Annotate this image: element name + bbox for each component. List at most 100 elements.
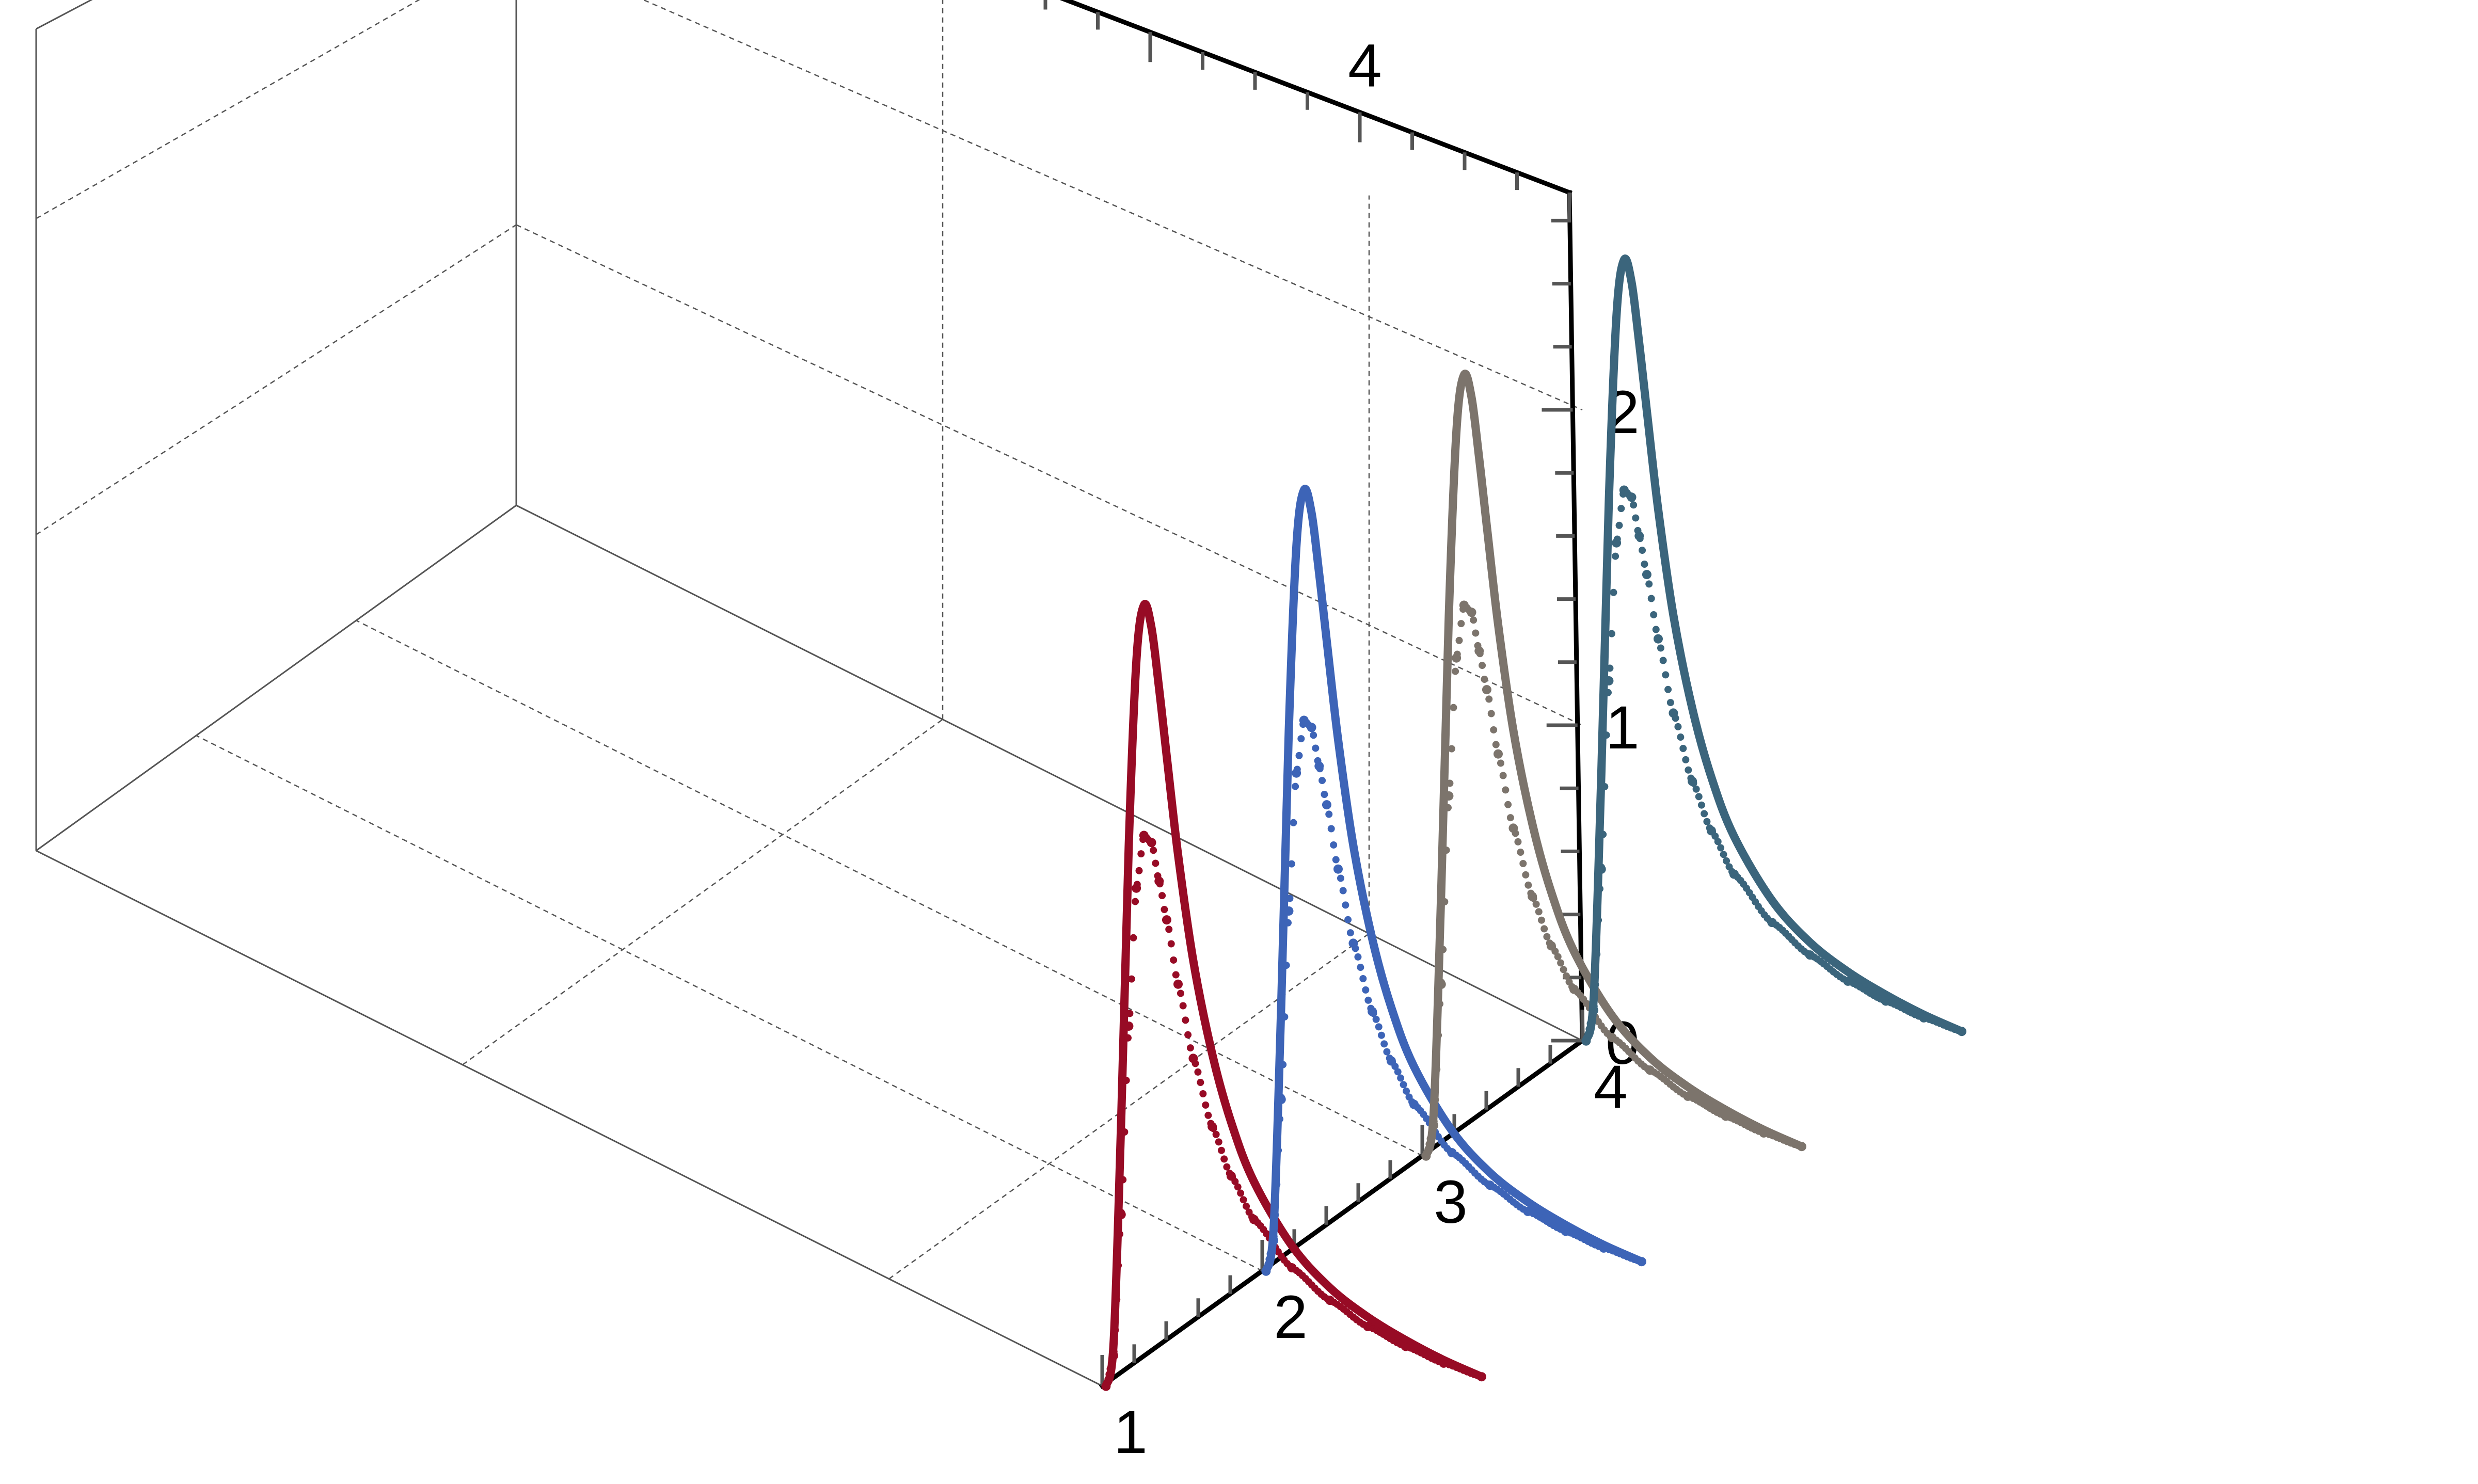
series-2 — [1261, 485, 1646, 1276]
series-dot-1 — [1119, 1176, 1127, 1184]
series-curve-3 — [1422, 370, 1806, 1160]
series-dot-4 — [1639, 547, 1646, 554]
floor-grid-depth-2 — [196, 735, 1263, 1272]
series-dot-4 — [1690, 779, 1697, 787]
series-dot-4 — [1601, 783, 1609, 791]
series-dot-1 — [1122, 1077, 1130, 1084]
series-point-3 — [1444, 791, 1454, 801]
back-wall-grid-z-2 — [642, 0, 1583, 411]
series-dot-4 — [1610, 588, 1617, 596]
series-dot-4 — [1650, 611, 1658, 618]
series-dot-3 — [1476, 650, 1484, 658]
series-dot-4 — [1592, 981, 1599, 988]
series-dot-3 — [1452, 667, 1459, 675]
series-dot-4 — [1630, 501, 1638, 509]
series-curve-4 — [1582, 254, 1966, 1045]
series-dot-4 — [1615, 521, 1623, 529]
series-dot-3 — [1444, 804, 1452, 811]
series-dot-4 — [1695, 793, 1703, 801]
series-dot-2 — [1400, 1081, 1407, 1089]
series-dot-3 — [1535, 908, 1543, 916]
series-dot-4 — [1703, 818, 1711, 825]
series-dot-1 — [1148, 838, 1155, 846]
series-dot-1 — [1118, 1209, 1125, 1217]
series-dot-4 — [1612, 552, 1619, 560]
depth-tick-label: 4 — [1594, 1053, 1628, 1121]
series-dot-1 — [1130, 934, 1137, 942]
series-dot-2 — [1314, 757, 1322, 764]
floor-grid-depth-3 — [356, 619, 1423, 1157]
series-dot-2 — [1332, 856, 1340, 864]
series-dot-2 — [1310, 731, 1317, 739]
series-dot-3 — [1432, 1096, 1439, 1104]
series-dot-4 — [1598, 864, 1606, 871]
series-dot-3 — [1537, 916, 1545, 924]
series-dot-3 — [1522, 871, 1530, 879]
series-dot-2 — [1344, 916, 1352, 923]
series-dot-4 — [1628, 493, 1635, 501]
series-dot-3 — [1509, 823, 1517, 831]
frame-bottom-left — [36, 850, 1103, 1387]
left-wall-grid-z-1 — [36, 224, 517, 535]
series-dot-2 — [1323, 801, 1330, 808]
series-dot-2 — [1290, 819, 1297, 826]
series-point-2 — [1284, 906, 1294, 916]
series-dot-4 — [1655, 635, 1662, 643]
series-dot-2 — [1265, 1255, 1273, 1263]
vertical-tick-label: 1 — [1606, 694, 1640, 762]
series-dot-3 — [1483, 685, 1490, 693]
series-dot-3 — [1506, 814, 1514, 822]
series-point-4 — [1604, 676, 1614, 685]
series-dot-4 — [1666, 699, 1674, 707]
series-dot-3 — [1470, 616, 1478, 624]
series-dot-3 — [1490, 726, 1498, 733]
series-dot-1 — [1174, 981, 1182, 988]
series-dot-4 — [1585, 1025, 1593, 1033]
series-4 — [1581, 254, 1966, 1046]
series-dot-3 — [1436, 1000, 1444, 1008]
series-dot-3 — [1532, 900, 1540, 908]
series-dot-4 — [1685, 766, 1692, 774]
box-frame — [35, 0, 1583, 1387]
series-dot-2 — [1354, 953, 1362, 961]
series-dot-2 — [1380, 1040, 1388, 1048]
series-dot-1 — [1111, 1326, 1119, 1334]
series-dot-3 — [1448, 745, 1455, 753]
series-dot-3 — [1435, 1031, 1442, 1039]
series-dot-2 — [1364, 996, 1372, 1004]
series-dot-1 — [1202, 1101, 1210, 1109]
series-dot-2 — [1357, 964, 1364, 971]
series-dot-2 — [1319, 777, 1326, 785]
series-dot-1 — [1126, 1010, 1134, 1017]
series-dot-2 — [1383, 1048, 1391, 1056]
series-dot-2 — [1273, 1180, 1281, 1188]
series-dot-2 — [1276, 1115, 1284, 1123]
series-dot-3 — [1530, 895, 1537, 902]
series-dot-4 — [1596, 885, 1604, 892]
series-dot-1 — [1113, 1296, 1121, 1303]
series-dot-3 — [1557, 959, 1565, 967]
series-dot-3 — [1441, 898, 1449, 906]
series-dot-1 — [1197, 1079, 1204, 1087]
series-point-1 — [1124, 1021, 1134, 1031]
series-dot-2 — [1284, 919, 1292, 927]
series-dot-2 — [1370, 1010, 1377, 1017]
series-dot-4 — [1677, 733, 1685, 741]
series-dot-2 — [1272, 1211, 1279, 1219]
series-dot-1 — [1204, 1111, 1212, 1119]
series-dot-2 — [1638, 1258, 1645, 1266]
series-dot-4 — [1659, 657, 1667, 664]
series-dot-4 — [1657, 644, 1664, 652]
series-dot-3 — [1798, 1143, 1805, 1151]
series-curve-2 — [1262, 485, 1646, 1275]
series-dot-1 — [1186, 1044, 1194, 1052]
series-dot-2 — [1327, 825, 1335, 833]
series-dot-1 — [1115, 1262, 1122, 1269]
depth-tick-label: 2 — [1274, 1283, 1308, 1351]
series-dot-3 — [1512, 829, 1519, 837]
series-dot-1 — [1150, 847, 1157, 854]
series-dot-1 — [1240, 1196, 1247, 1204]
series-dot-1 — [1189, 1054, 1197, 1061]
floor-grid-depth-4 — [516, 504, 1583, 1042]
